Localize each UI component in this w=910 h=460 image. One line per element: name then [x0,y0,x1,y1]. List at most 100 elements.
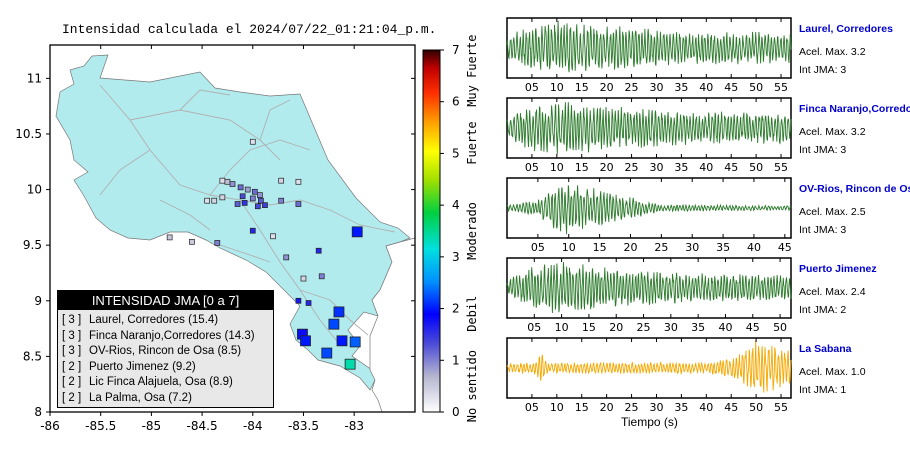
time-tick-label: 35 [674,401,688,414]
legend-entry-level: [ 3 ] [62,329,82,342]
station-markers [166,138,363,370]
time-tick-label: 20 [600,161,614,174]
colorbar-tick-label: 1 [452,353,460,367]
station-marker-small [270,233,276,240]
legend-entry-name: Lic Finca Alajuela, Osa (8.9) [89,376,233,388]
station-name: Puerto Jimenez [799,263,877,275]
road-line [239,199,341,346]
station-marker-large [328,318,340,330]
station-marker-small [229,181,236,187]
road-network [99,84,396,346]
road-line [129,109,281,161]
time-tick-label: 10 [550,401,564,414]
legend-entry-name: Puerto Jimenez (9.2) [89,360,196,373]
station-marker-small [234,201,241,207]
colorbar-gradient [422,49,441,413]
time-tick-label: 40 [699,401,713,414]
colorbar-category-label: Fuerte [465,121,479,164]
station-name: Finca Naranjo,Corredores [799,103,910,115]
colorbar-tick-label: 2 [452,302,460,316]
station-marker-small [249,138,256,145]
colorbar-ticks: 0 1 2 3 4 5 6 7 [440,43,460,419]
y-tick-label: 8.5 [23,349,42,363]
station-jma-intensity: Int JMA: 2 [799,304,847,316]
time-tick-label: 20 [600,401,614,414]
station-marker-small [189,238,195,245]
time-tick-label: 10 [555,321,569,334]
map-title: Intensidad calculada el 2024/07/22_01:21… [62,22,437,37]
legend-entry-level: [ 2 ] [62,376,82,388]
time-tick-label: 05 [527,321,541,334]
time-tick-label: 30 [649,401,663,414]
time-tick-label: 05 [525,161,539,174]
station-marker-small [295,297,302,304]
station-marker-large [351,226,363,238]
station-marker-small [295,178,302,185]
time-tick-label: 05 [525,401,539,414]
station-marker-small [237,184,244,191]
time-tick-label: 20 [609,321,623,334]
x-tick-label: -85 [142,419,162,433]
time-tick-label: 45 [724,401,738,414]
station-marker-small [262,202,268,208]
time-tick-label: 40 [718,321,732,334]
colorbar-tick-label: 0 [452,405,460,419]
intensity-legend: INTENSIDAD JMA [0 a 7] [ 3 ] Laurel, Corr… [57,290,274,408]
station-marker-small [241,200,248,206]
station-jma-intensity: Int JMA: 1 [799,384,847,396]
time-tick-label: 05 [525,81,539,94]
colorbar-tick-label: 6 [452,95,460,109]
station-marker-small [249,227,256,234]
station-marker-large [321,347,333,359]
x-tick-label: -83 [344,419,364,433]
colorbar-category-labels: No sentido Debil Moderado Fuerte Muy Fuerte [465,35,479,423]
station-marker-small [251,188,258,195]
waveform-trace [506,20,792,73]
station-max-accel: Acel. Max. 3.2 [799,46,866,58]
station-marker-large [300,335,311,347]
y-tick-label: 10 [27,183,42,197]
road-line [99,149,151,196]
time-tick-label: 45 [724,161,738,174]
waveform-trace [506,261,792,314]
time-tick-label: 55 [774,81,788,94]
station-marker-small [278,177,285,184]
colorbar-tick-label: 4 [452,198,460,212]
colorbar-tick-label: 5 [452,146,460,160]
station-marker-small [300,275,307,282]
time-tick-label: 15 [575,401,589,414]
x-tick-label: -85.5 [85,419,116,433]
x-tick-label: -84 [243,419,263,433]
time-tick-label: 25 [654,241,668,254]
legend-entry: [ 2 ] Puerto Jimenez (9.2) [58,360,273,376]
time-tick-label: 30 [649,81,663,94]
road-line [159,199,211,231]
colorbar-category-label: Moderado [465,202,479,260]
legend-entry: [ 2 ] Lic Finca Alajuela, Osa (8.9) [58,375,273,391]
x-tick-label: -83.5 [288,419,319,433]
station-marker-small [278,197,285,204]
time-tick-label: 45 [778,241,792,254]
station-max-accel: Acel. Max. 1.0 [799,366,866,378]
x-tick-label: -84.5 [187,419,218,433]
legend-entry: [ 3 ] Finca Naranjo,Corredores (14.3) [58,329,273,345]
legend-entry-level: [ 2 ] [62,391,82,404]
station-marker-large [333,306,345,318]
y-tick-label: 11 [27,71,42,85]
waveform-trace [506,185,792,235]
colorbar-tick-label: 3 [452,250,460,264]
station-marker-small [315,247,322,254]
legend-entry-name: OV-Rios, Rincon de Osa (8.5) [89,345,242,357]
time-tick-label: 50 [749,161,763,174]
station-jma-intensity: Int JMA: 3 [799,64,847,76]
time-tick-label: 40 [747,241,761,254]
y-tick-label: 8 [34,405,42,419]
time-tick-label: 50 [749,401,763,414]
station-name: OV-Rios, Rincon de Osa [799,183,910,195]
road-line [179,89,231,111]
time-tick-label: 25 [625,161,639,174]
time-tick-label: 25 [625,401,639,414]
station-marker-small [258,197,264,204]
x-tick-label: -86 [40,419,60,433]
colorbar-category-label: Debil [465,296,479,332]
